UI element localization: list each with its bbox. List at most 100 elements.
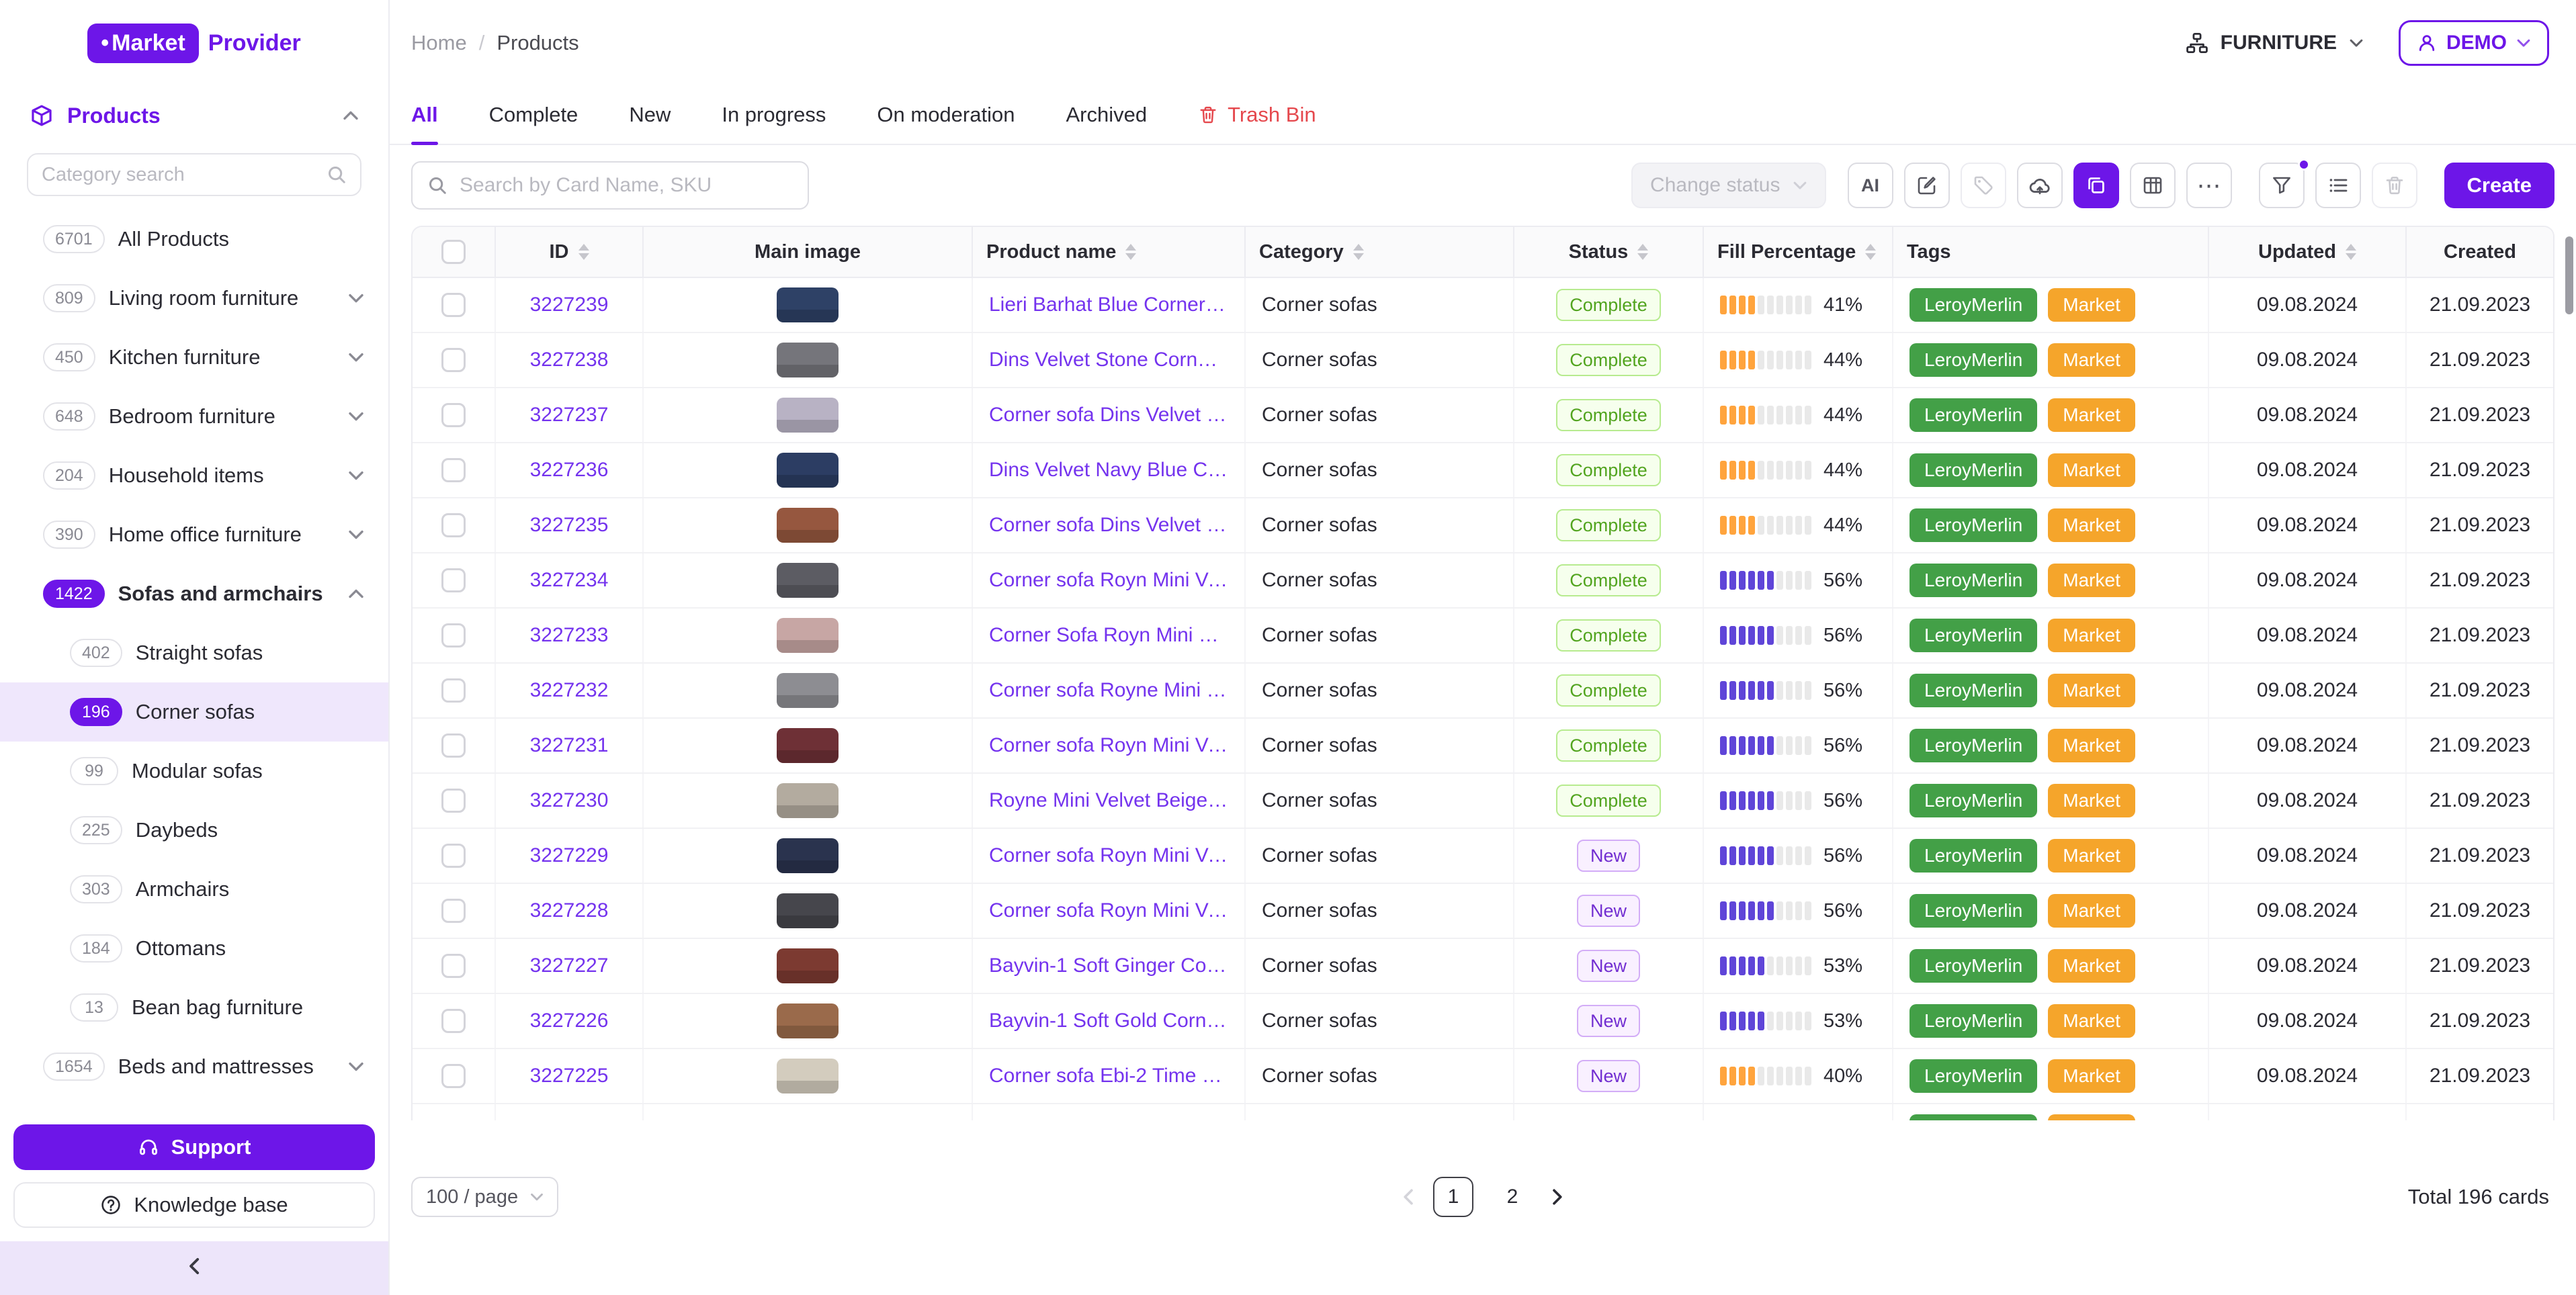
row-checkbox[interactable]: [441, 678, 466, 703]
tag-market[interactable]: Market: [2048, 619, 2135, 652]
tag-market[interactable]: Market: [2048, 564, 2135, 597]
account-menu[interactable]: DEMO: [2399, 20, 2549, 66]
product-name-link[interactable]: Corner sofa Royne Mini Ve...: [989, 679, 1228, 702]
column-header-id[interactable]: ID: [496, 227, 644, 277]
knowledge-base-button[interactable]: Knowledge base: [13, 1182, 375, 1228]
product-image[interactable]: [777, 453, 839, 488]
pagination-prev-icon[interactable]: [1402, 1188, 1414, 1206]
row-checkbox[interactable]: [441, 568, 466, 592]
tag-leroymerlin[interactable]: LeroyMerlin: [1909, 784, 2037, 817]
product-id-link[interactable]: 3227238: [530, 349, 609, 371]
tag-leroymerlin[interactable]: LeroyMerlin: [1909, 288, 2037, 322]
tag-leroymerlin[interactable]: LeroyMerlin: [1909, 343, 2037, 377]
row-checkbox[interactable]: [441, 293, 466, 317]
more-icon-button[interactable]: ⋯: [2186, 163, 2232, 208]
product-image[interactable]: [777, 673, 839, 708]
product-image[interactable]: [777, 343, 839, 377]
pagination-next-icon[interactable]: [1551, 1188, 1563, 1206]
product-image[interactable]: [777, 287, 839, 322]
sidebar-item-ottomans[interactable]: 184Ottomans: [0, 919, 388, 978]
ai-button[interactable]: AI: [1848, 163, 1893, 208]
window-scrollbar-thumb[interactable]: [2565, 236, 2573, 314]
product-name-link[interactable]: Bayvin-1 Soft Ginger Corn...: [989, 954, 1228, 977]
product-name-link[interactable]: Royne Mini Velvet Beige C...: [989, 789, 1228, 812]
product-id-link[interactable]: 3227237: [530, 404, 609, 427]
tag-leroymerlin[interactable]: LeroyMerlin: [1909, 619, 2037, 652]
product-name-link[interactable]: Lieri Barhat Blue Corner S...: [989, 294, 1228, 316]
duplicate-icon-button[interactable]: [2073, 163, 2119, 208]
product-id-link[interactable]: 3227236: [530, 459, 609, 482]
product-id-link[interactable]: 3227232: [530, 679, 609, 702]
product-image[interactable]: [777, 1003, 839, 1038]
tag-market[interactable]: Market: [2048, 1114, 2135, 1120]
edit-icon-button[interactable]: [1904, 163, 1950, 208]
tag-market[interactable]: Market: [2048, 453, 2135, 487]
tag-market[interactable]: Market: [2048, 508, 2135, 542]
sidebar-item-straight-sofas[interactable]: 402Straight sofas: [0, 623, 388, 682]
tag-leroymerlin[interactable]: LeroyMerlin: [1909, 398, 2037, 432]
sidebar-products-header[interactable]: Products: [0, 86, 388, 145]
row-checkbox[interactable]: [441, 844, 466, 868]
page-size-select[interactable]: 100 / page: [411, 1177, 558, 1217]
product-id-link[interactable]: 3227229: [530, 844, 609, 867]
sort-icon[interactable]: [2346, 244, 2356, 260]
product-name-link[interactable]: Corner sofa Dins Velvet Vi...: [989, 404, 1228, 427]
product-id-link[interactable]: 3227239: [530, 294, 609, 316]
filter-icon-button[interactable]: [2259, 163, 2305, 208]
product-name-link[interactable]: Corner sofa Royn Mini Vel...: [989, 569, 1228, 592]
product-id-link[interactable]: 3227231: [530, 734, 609, 757]
row-checkbox[interactable]: [441, 789, 466, 813]
column-header-status[interactable]: Status: [1514, 227, 1704, 277]
product-image[interactable]: [777, 618, 839, 653]
tag-market[interactable]: Market: [2048, 1059, 2135, 1093]
chevron-up-icon[interactable]: [343, 110, 359, 121]
workspace-switcher[interactable]: FURNITURE: [2186, 32, 2364, 54]
sidebar-item-kitchen-furniture[interactable]: 450Kitchen furniture: [0, 328, 388, 387]
pagination-page-2[interactable]: 2: [1492, 1177, 1533, 1217]
tab-all[interactable]: All: [411, 86, 438, 144]
product-id-link[interactable]: 3227233: [530, 624, 609, 647]
product-name-link[interactable]: Corner sofa Royn Mini Vel...: [989, 844, 1228, 867]
product-name-link[interactable]: Corner sofa Ebi-2 Time Li...: [989, 1065, 1228, 1087]
sort-icon[interactable]: [1637, 244, 1648, 260]
table-view-icon-button[interactable]: [2130, 163, 2176, 208]
tag-leroymerlin[interactable]: LeroyMerlin: [1909, 839, 2037, 873]
row-checkbox[interactable]: [441, 348, 466, 372]
row-checkbox[interactable]: [441, 1064, 466, 1088]
product-name-link[interactable]: Corner sofa Royn Mini Vel...: [989, 899, 1228, 922]
create-button[interactable]: Create: [2444, 163, 2555, 208]
tag-leroymerlin[interactable]: LeroyMerlin: [1909, 1114, 2037, 1120]
tag-leroymerlin[interactable]: LeroyMerlin: [1909, 1004, 2037, 1038]
export-cloud-icon-button[interactable]: [2017, 163, 2063, 208]
product-name-link[interactable]: Corner Sofa Royn Mini Vel...: [989, 624, 1228, 647]
sidebar-item-beds-and-mattresses[interactable]: 1654Beds and mattresses: [0, 1037, 388, 1096]
sidebar-item-all-products[interactable]: 6701All Products: [0, 210, 388, 269]
sort-icon[interactable]: [1353, 244, 1364, 260]
row-checkbox[interactable]: [441, 458, 466, 482]
sidebar-item-daybeds[interactable]: 225Daybeds: [0, 801, 388, 860]
column-header-fill-percentage[interactable]: Fill Percentage: [1704, 227, 1893, 277]
sidebar-item-corner-sofas[interactable]: 196Corner sofas: [0, 682, 388, 742]
product-image[interactable]: [777, 948, 839, 983]
product-name-link[interactable]: Bayvin-1 Soft Gold Corner ...: [989, 1010, 1228, 1032]
category-search-input[interactable]: [42, 164, 327, 186]
list-view-icon-button[interactable]: [2315, 163, 2361, 208]
product-id-link[interactable]: 3227227: [530, 954, 609, 977]
sidebar-collapse-button[interactable]: [0, 1241, 388, 1295]
product-image[interactable]: [777, 508, 839, 543]
tag-leroymerlin[interactable]: LeroyMerlin: [1909, 453, 2037, 487]
product-image[interactable]: [777, 838, 839, 873]
sidebar-item-modular-sofas[interactable]: 99Modular sofas: [0, 742, 388, 801]
product-id-link[interactable]: 3227225: [530, 1065, 609, 1087]
breadcrumb-home[interactable]: Home: [411, 31, 467, 55]
sidebar-item-living-room-furniture[interactable]: 809Living room furniture: [0, 269, 388, 328]
tab-new[interactable]: New: [629, 86, 671, 144]
tab-in-progress[interactable]: In progress: [722, 86, 826, 144]
tab-complete[interactable]: Complete: [489, 86, 578, 144]
tag-market[interactable]: Market: [2048, 949, 2135, 983]
sidebar-item-armchairs[interactable]: 303Armchairs: [0, 860, 388, 919]
support-button[interactable]: Support: [13, 1124, 375, 1170]
product-name-link[interactable]: Dins Velvet Navy Blue Cor...: [989, 459, 1228, 482]
tag-leroymerlin[interactable]: LeroyMerlin: [1909, 894, 2037, 928]
product-name-link[interactable]: Dins Velvet Stone Corner ...: [989, 349, 1228, 371]
